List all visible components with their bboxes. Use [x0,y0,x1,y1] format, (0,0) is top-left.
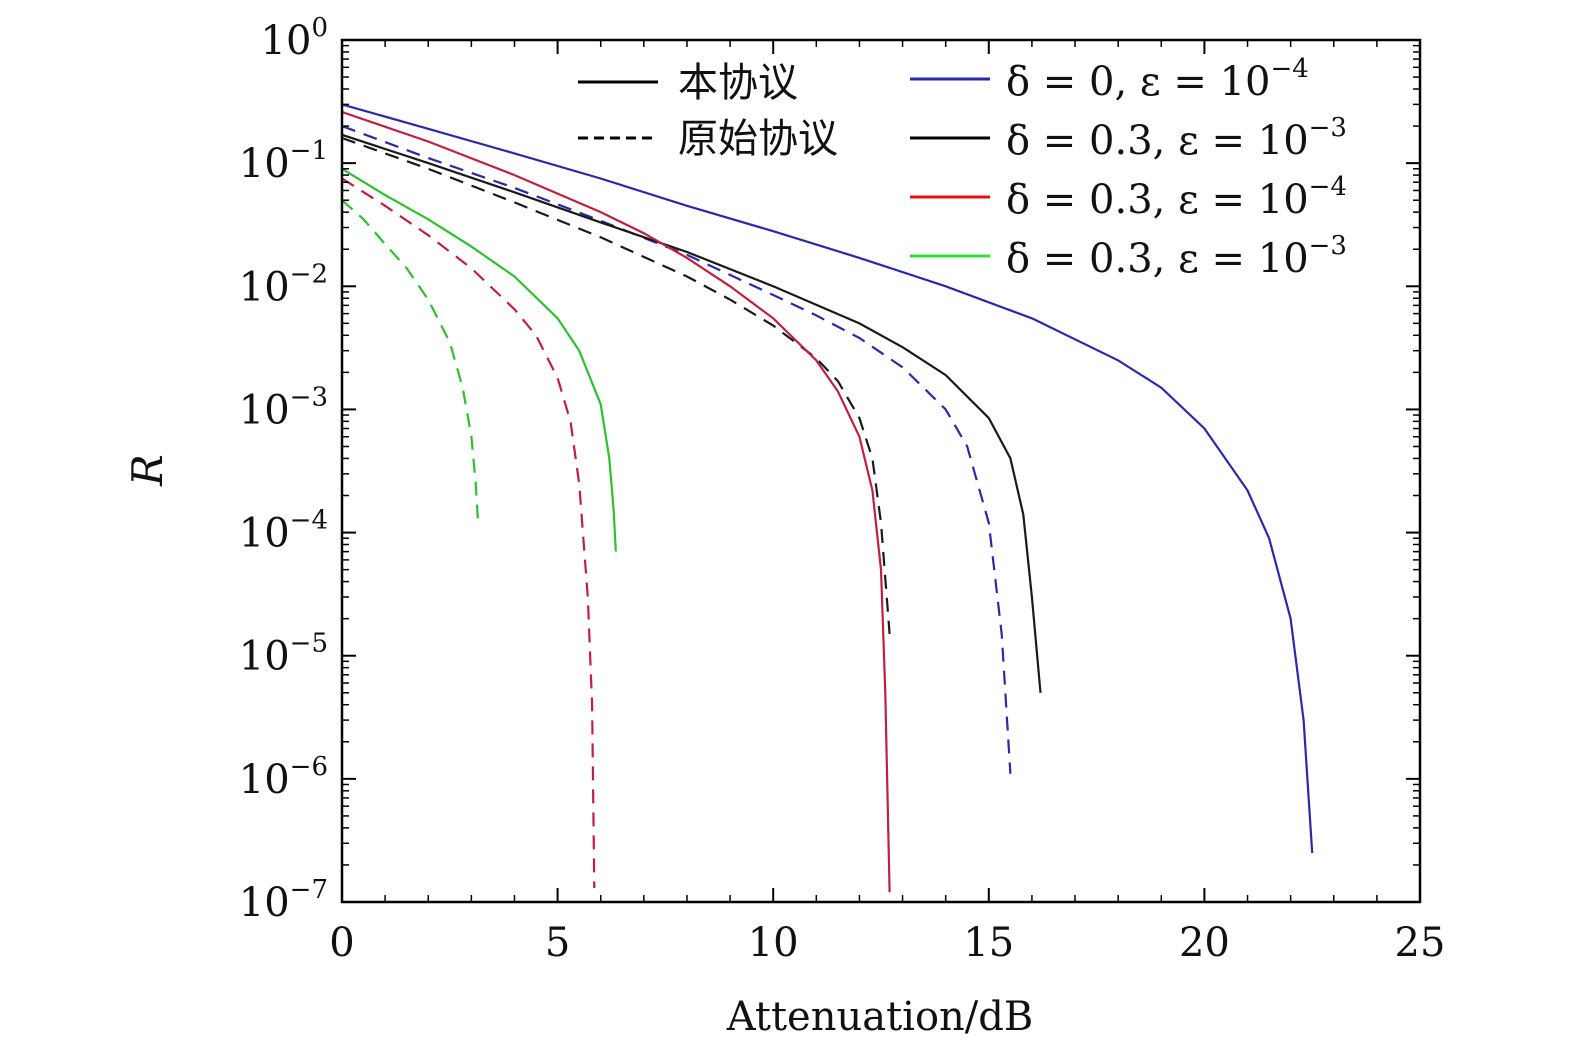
y-tick-label: 10−3 [239,382,328,433]
series-line [341,177,596,889]
y-tick-label: 10−5 [239,629,328,680]
legend-dashed-label: 原始协议 [678,116,838,162]
x-tick-label: 5 [545,920,570,966]
legend-solid-label: 本协议 [678,60,798,106]
x-tick-label: 25 [1395,920,1446,966]
y-axis-title: R [123,454,172,487]
y-tick-label: 10−4 [239,506,328,557]
x-tick-label: 15 [963,920,1014,966]
series-line [341,103,1314,854]
y-tick-label: 10−1 [239,136,328,187]
plot-frame [340,38,1422,904]
legend-series-label: δ = 0, ε = 10−4 [1006,54,1309,105]
x-axis-title: Attenuation/dB [726,994,1034,1040]
x-tick-label: 0 [329,920,354,966]
series-line [341,199,479,519]
x-tick-label: 10 [748,920,799,966]
y-tick-label: 10−6 [239,752,328,803]
y-tick-label: 100 [261,13,328,64]
y-tick-label: 10−2 [239,259,328,310]
legend-series-label: δ = 0.3, ε = 10−3 [1006,231,1347,282]
series-line [341,110,891,893]
legend: 本协议 原始协议 δ = 0, ε = 10−4 δ = 0.3, ε = 10… [578,54,1347,282]
series-line [341,136,891,635]
series-line [341,125,1012,774]
legend-series-label: δ = 0.3, ε = 10−4 [1006,172,1347,223]
series-line [341,133,1042,693]
x-tick-label: 20 [1179,920,1230,966]
y-tick-label: 10−7 [239,875,328,926]
legend-series-label: δ = 0.3, ε = 10−3 [1006,113,1347,164]
series-line [341,167,617,552]
